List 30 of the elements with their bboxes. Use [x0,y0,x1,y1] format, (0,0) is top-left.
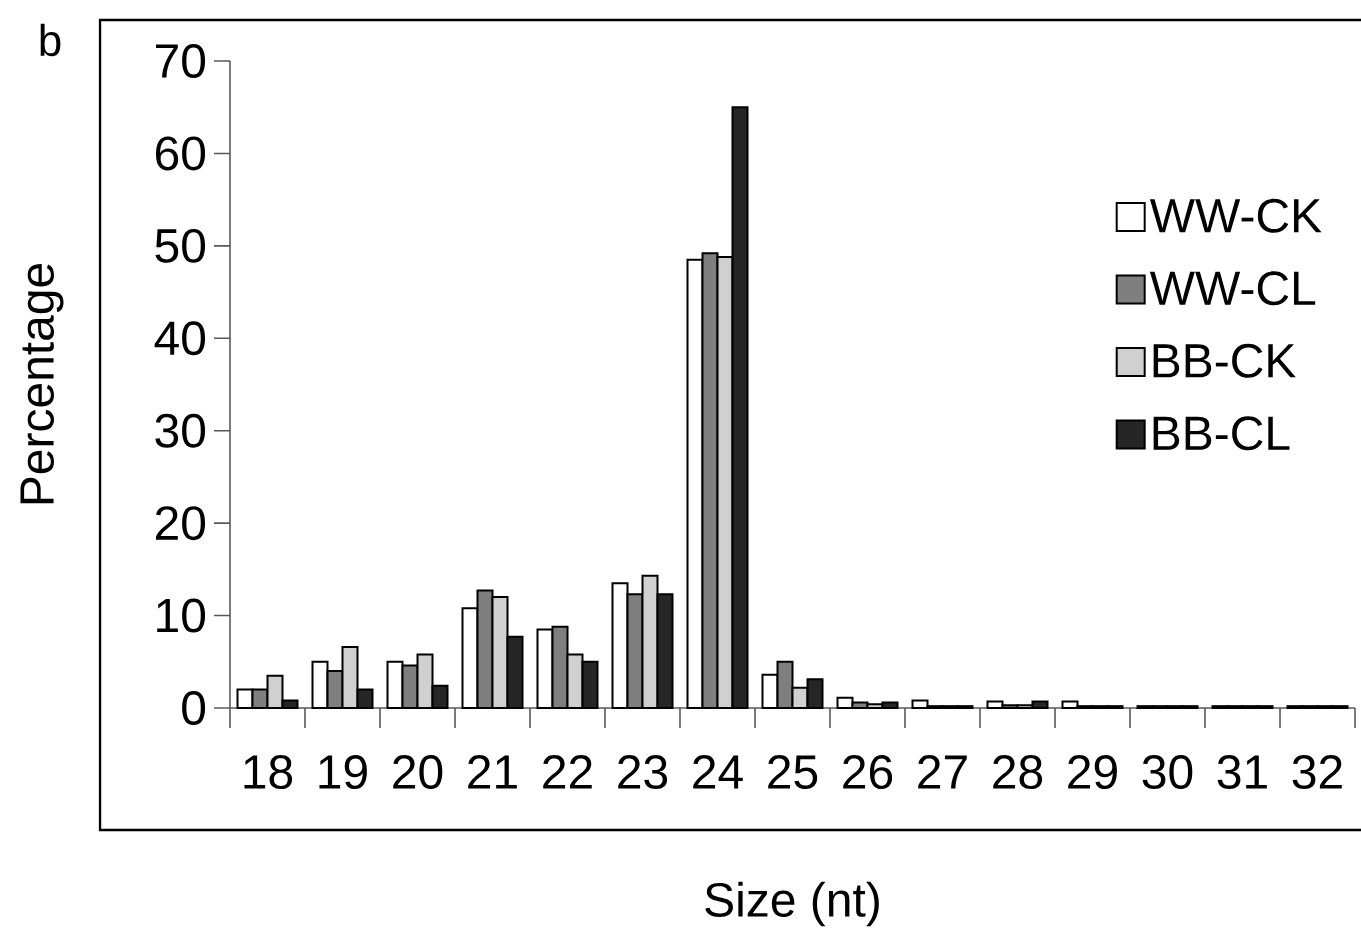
x-tick-label: 29 [1068,755,1117,790]
y-tick-label: 10 [157,598,206,633]
x-tick-label: 31 [1217,755,1267,790]
x-tick-label: 24 [693,755,743,789]
x-tick-label: 20 [393,755,443,790]
x-tick-label: 21 [468,755,517,789]
x-tick-label: 30 [1142,755,1193,790]
y-tick-label: 60 [155,136,206,171]
y-tick-label: 40 [154,321,206,356]
x-tick-label: 22 [543,755,592,789]
x-tick-label: 27 [918,755,967,789]
y-tick-label: 0 [182,691,206,725]
y-tick-label: 50 [155,228,206,263]
x-tick-label: 18 [244,755,293,790]
legend-label: WW-CL [1149,271,1316,306]
y-tick-label: 20 [155,506,206,541]
x-tick-label: 19 [319,755,367,790]
y-axis-title: Percentage [20,263,64,504]
x-axis-title: Size (nt) [705,881,879,927]
text: b [40,23,61,57]
x-tick-label: 23 [618,755,668,790]
x-tick-label: 26 [843,755,893,790]
legend-label: BB-CL [1153,416,1290,451]
legend-label: BB-CK [1153,343,1296,378]
y-tick-label: 30 [155,413,206,448]
x-tick-label: 28 [993,755,1043,790]
x-tick-label: 32 [1292,755,1342,790]
legend-label: WW-CK [1149,198,1322,233]
y-tick-label: 70 [155,44,206,78]
x-tick-label: 25 [768,755,818,790]
